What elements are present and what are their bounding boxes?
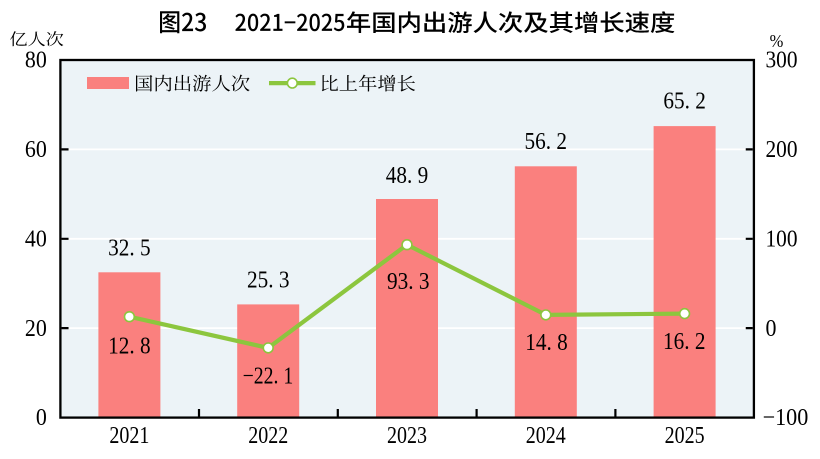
svg-text:0: 0 (36, 405, 47, 431)
svg-text:56. 2: 56. 2 (525, 129, 568, 155)
svg-text:60: 60 (25, 137, 47, 163)
svg-text:100: 100 (766, 227, 798, 253)
svg-text:300: 300 (766, 48, 798, 74)
svg-text:80: 80 (25, 48, 47, 74)
svg-text:2022: 2022 (248, 423, 288, 449)
svg-text:2021: 2021 (109, 423, 149, 449)
svg-text:−100: −100 (763, 405, 809, 431)
svg-text:32. 5: 32. 5 (108, 235, 151, 261)
svg-text:14. 8: 14. 8 (525, 330, 568, 356)
svg-text:93. 3: 93. 3 (387, 269, 430, 295)
svg-text:48. 9: 48. 9 (386, 163, 429, 189)
svg-text:40: 40 (25, 227, 47, 253)
svg-text:2025: 2025 (665, 423, 705, 449)
svg-text:16. 2: 16. 2 (663, 329, 706, 355)
svg-text:0: 0 (766, 316, 777, 342)
svg-text:12. 8: 12. 8 (108, 334, 151, 360)
svg-text:%: % (770, 31, 784, 51)
svg-text:−22. 1: −22. 1 (243, 364, 294, 390)
svg-text:2024: 2024 (526, 423, 566, 449)
svg-text:20: 20 (25, 316, 47, 342)
svg-text:65. 2: 65. 2 (663, 88, 706, 114)
svg-text:25. 3: 25. 3 (247, 267, 290, 293)
svg-text:2023: 2023 (387, 423, 427, 449)
svg-text:200: 200 (766, 137, 798, 163)
